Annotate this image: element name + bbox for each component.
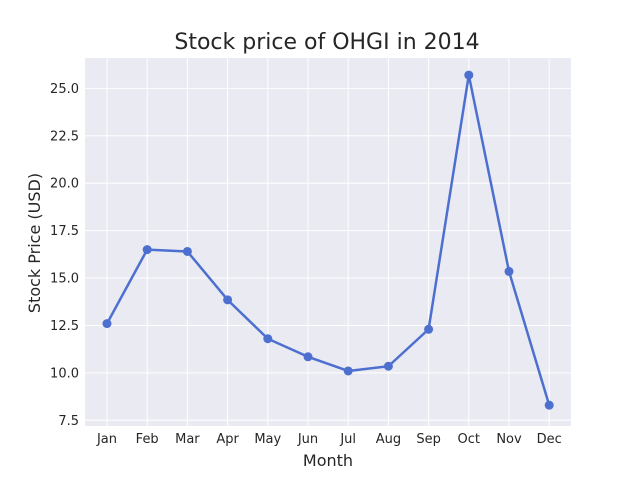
x-tick-label: Oct	[458, 432, 480, 447]
series-layer	[102, 70, 554, 410]
data-point-aug	[383, 361, 393, 371]
data-point-sep	[424, 324, 434, 334]
x-tick-label: Jan	[96, 432, 117, 447]
x-tick-label: Jul	[339, 432, 356, 447]
data-point-nov	[504, 266, 514, 276]
x-tick-label: Mar	[175, 432, 200, 447]
y-tick-label: 12.5	[50, 319, 79, 334]
x-tick-label: Apr	[216, 432, 239, 447]
x-tick-label: Sep	[416, 432, 441, 447]
data-point-apr	[223, 295, 233, 305]
data-point-jan	[102, 319, 112, 329]
data-point-dec	[544, 400, 554, 410]
grid-lines	[85, 58, 571, 426]
plot-area	[85, 58, 571, 426]
x-tick-label: Dec	[537, 432, 562, 447]
y-tick-label: 25.0	[50, 82, 79, 97]
x-tick-label: Feb	[136, 432, 159, 447]
y-axis-label: Stock Price (USD)	[25, 173, 44, 313]
x-axis-label: Month	[303, 451, 353, 470]
x-tick-label: Nov	[496, 432, 522, 447]
data-point-feb	[142, 245, 152, 255]
y-tick-label: 17.5	[50, 224, 79, 239]
x-tick-label: Jun	[297, 432, 318, 447]
y-tick-label: 7.5	[58, 414, 79, 429]
x-tick-label: Aug	[376, 432, 401, 447]
series-line	[105, 73, 551, 407]
y-tick-label: 22.5	[50, 129, 79, 144]
data-point-may	[263, 334, 273, 344]
y-tick-label: 15.0	[50, 272, 79, 287]
x-axis-ticks: Jan Feb Mar Apr May Jun Jul Aug Sep Oct Nov Dec	[96, 432, 562, 447]
x-tick-label: May	[254, 432, 281, 447]
data-point-mar	[182, 246, 192, 256]
y-tick-label: 10.0	[50, 366, 79, 381]
y-tick-label: 20.0	[50, 177, 79, 192]
data-point-jul	[343, 366, 353, 376]
data-point-jun	[303, 352, 313, 362]
y-axis-ticks: 7.5 10.0 12.5 15.0 17.5 20.0 22.5 25.0	[50, 82, 79, 429]
data-point-oct	[464, 70, 474, 80]
chart-title: Stock price of OHGI in 2014	[174, 30, 479, 55]
